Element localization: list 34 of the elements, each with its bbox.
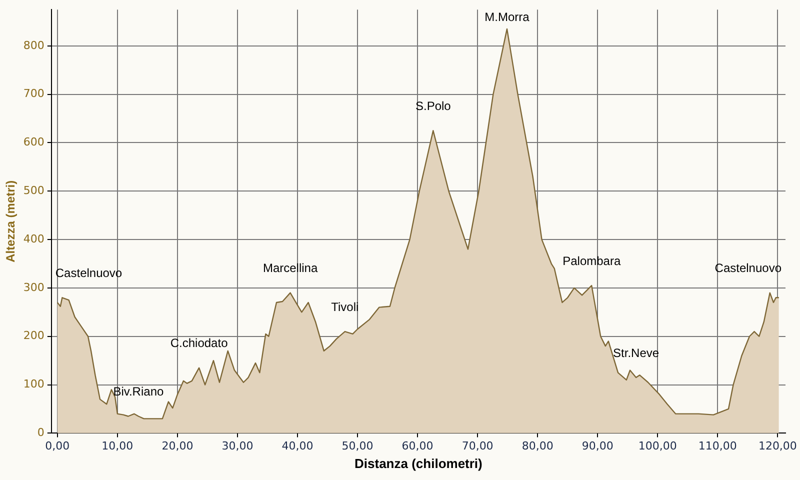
y-axis-title: Altezza (metri) xyxy=(4,180,18,262)
y-tick-label: 800 xyxy=(23,38,44,52)
annotation: S.Polo xyxy=(415,98,452,113)
annotation: Str.Neve xyxy=(613,346,660,360)
x-tick-label: 120,00 xyxy=(758,440,797,453)
y-tick-label: 600 xyxy=(23,136,44,149)
annotation: Tivoli xyxy=(331,300,359,314)
x-tick-label: 40,00 xyxy=(282,440,314,453)
annotation: Castelnuovo xyxy=(714,261,782,276)
annotation: Marcellina xyxy=(262,261,318,276)
x-tick-label: 60,00 xyxy=(402,440,434,453)
y-tick-label: 100 xyxy=(23,378,44,391)
x-tick-label: 30,00 xyxy=(222,440,254,453)
y-tick-label: 300 xyxy=(23,280,44,294)
x-tick-label: 110,00 xyxy=(698,440,737,453)
y-tick-label: 400 xyxy=(23,232,44,246)
x-axis-title: Distanza (chilometri) xyxy=(354,456,482,471)
x-tick-label: 100,00 xyxy=(638,440,677,453)
x-tick-label: 50,00 xyxy=(342,440,374,453)
x-tick-label: 10,00 xyxy=(102,440,134,453)
annotation: Palombara xyxy=(562,254,621,268)
annotation: M.Morra xyxy=(484,10,530,24)
x-tick-label: 70,00 xyxy=(462,440,494,453)
annotation: Biv.Riano xyxy=(113,384,164,399)
x-tick-label: 90,00 xyxy=(582,440,614,453)
x-tick-label: 80,00 xyxy=(522,440,554,453)
y-tick-label: 700 xyxy=(23,87,44,100)
y-tick-label: 200 xyxy=(23,329,44,342)
annotation: Castelnuovo xyxy=(55,266,122,280)
x-tick-label: 0,00 xyxy=(45,440,70,453)
y-tick-label: 0 xyxy=(37,426,44,440)
y-tick-label: 500 xyxy=(23,184,44,197)
annotation: C.chiodato xyxy=(170,336,228,350)
x-tick-label: 20,00 xyxy=(162,440,194,453)
